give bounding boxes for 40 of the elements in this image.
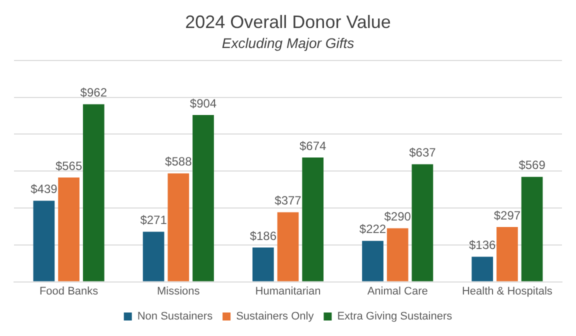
data-label: $569: [518, 158, 546, 172]
chart-title: 2024 Overall Donor Value: [185, 12, 391, 32]
bar: [33, 200, 55, 282]
x-tick-label: Humanitarian: [255, 285, 321, 298]
bar: [412, 164, 434, 282]
legend-label: Sustainers Only: [236, 310, 314, 323]
data-label: $186: [250, 228, 277, 243]
data-label: $962: [80, 86, 108, 100]
bar: [277, 212, 299, 282]
x-tick-label: Missions: [157, 285, 200, 298]
data-label: $271: [140, 213, 168, 228]
bar: [496, 227, 518, 282]
bar: [362, 240, 384, 282]
data-label: $222: [359, 222, 386, 236]
bar: [521, 176, 543, 282]
data-label: $290: [384, 210, 412, 224]
data-label: $588: [165, 154, 192, 169]
data-label: $565: [55, 158, 82, 173]
data-label: $377: [274, 194, 302, 208]
data-label: $136: [469, 238, 496, 252]
x-tick-label: Food Banks: [39, 285, 99, 298]
bar: [142, 232, 164, 282]
legend-label: Extra Giving Sustainers: [337, 310, 453, 323]
data-label: $637: [409, 146, 436, 160]
bar: [302, 157, 324, 282]
bar: [252, 247, 274, 282]
x-tick-label: Health & Hospitals: [462, 285, 553, 298]
x-tick-label: Animal Care: [367, 285, 428, 298]
data-label: $904: [190, 96, 217, 110]
bar: [168, 173, 190, 282]
data-label: $297: [494, 208, 521, 222]
data-label: $674: [299, 138, 327, 153]
legend-label: Non Sustainers: [137, 310, 214, 323]
bar: [192, 115, 214, 282]
chart-subtitle: Excluding Major Gifts: [222, 34, 354, 51]
data-label: $439: [30, 182, 58, 196]
bar: [58, 178, 80, 282]
bar: [472, 256, 494, 282]
bar: [82, 104, 104, 282]
bar: [386, 228, 408, 282]
